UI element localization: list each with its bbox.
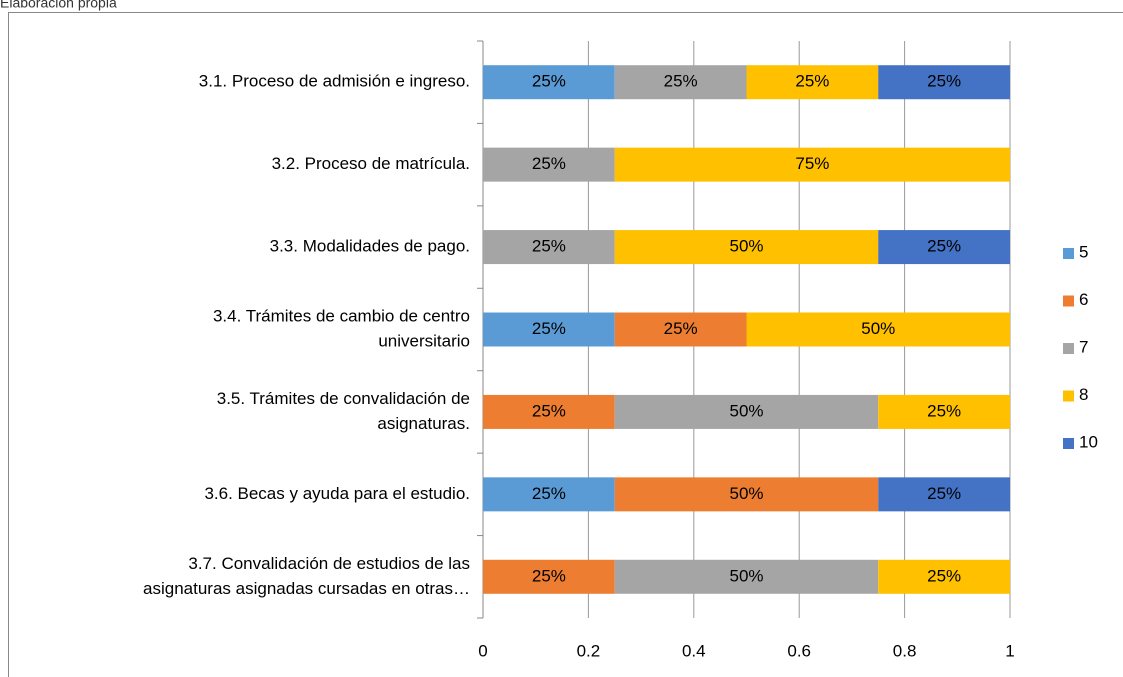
x-tick-label: 0.6: [787, 641, 811, 660]
legend-swatch: [1063, 438, 1074, 449]
bar-segment: [614, 147, 1010, 182]
x-tick-label: 0: [478, 641, 487, 660]
bar-segment: [878, 65, 1010, 100]
data-label: 25%: [532, 319, 566, 338]
data-label: 25%: [532, 154, 566, 173]
data-label: 25%: [927, 72, 961, 91]
y-tick-label: 3.7. Convalidación de estudios de las: [188, 554, 470, 573]
legend-label: 10: [1079, 432, 1098, 451]
data-label: 50%: [729, 484, 763, 503]
data-label: 25%: [532, 72, 566, 91]
bar-segment: [483, 559, 615, 594]
bar-segment: [878, 559, 1010, 594]
data-label: 25%: [532, 566, 566, 585]
bar-segment: [746, 65, 879, 100]
data-label: 25%: [664, 319, 698, 338]
data-label: 25%: [532, 237, 566, 256]
data-label: 25%: [927, 401, 961, 420]
bar-segment: [483, 312, 615, 347]
note: Elaboración propia: [0, 0, 117, 11]
y-tick-label: 3.3. Modalidades de pago.: [270, 237, 470, 256]
x-tick-label: 1: [1005, 641, 1014, 660]
bar-segment: [878, 477, 1010, 512]
bar-segment: [746, 312, 1010, 347]
legend-label: 7: [1079, 337, 1088, 356]
bar-segment: [878, 230, 1010, 265]
x-tick-label: 0.8: [893, 641, 917, 660]
bar-segment: [614, 312, 747, 347]
bar-segment: [614, 394, 879, 429]
data-label: 25%: [532, 401, 566, 420]
data-label: 25%: [927, 484, 961, 503]
data-label: 25%: [532, 484, 566, 503]
bar-segment: [614, 477, 879, 512]
bar-segment: [483, 230, 615, 265]
y-tick-label: asignaturas asignadas cursadas en otras…: [143, 579, 470, 598]
bar-segment: [878, 394, 1010, 429]
legend-label: 5: [1079, 242, 1088, 261]
chart-border: [8, 12, 1123, 677]
legend-label: 8: [1079, 385, 1088, 404]
legend-swatch: [1063, 295, 1074, 307]
data-label: 25%: [664, 72, 698, 91]
legend-swatch: [1063, 248, 1074, 259]
y-tick-label: 3.2. Proceso de matrícula.: [272, 154, 470, 173]
bar-segment: [483, 147, 615, 182]
bar-segment: [483, 65, 615, 100]
bar-segment: [614, 559, 879, 594]
y-tick-label: 3.4. Trámites de cambio de centro: [213, 306, 470, 325]
legend-swatch: [1063, 343, 1074, 354]
y-tick-label: 3.6. Becas y ayuda para el estudio.: [204, 484, 470, 503]
x-tick-label: 0.2: [577, 641, 601, 660]
legend-swatch: [1063, 390, 1074, 402]
data-label: 25%: [795, 72, 829, 91]
y-tick-label: universitario: [378, 331, 470, 350]
data-label: 50%: [729, 566, 763, 585]
bar-segment: [614, 230, 879, 265]
data-label: 25%: [927, 237, 961, 256]
y-tick-label: 3.5. Trámites de convalidación de: [217, 389, 470, 408]
x-tick-label: 0.4: [682, 641, 706, 660]
y-tick-label: 3.1. Proceso de admisión e ingreso.: [199, 72, 470, 91]
bar-segment: [483, 477, 615, 512]
data-label: 25%: [927, 566, 961, 585]
data-label: 50%: [861, 319, 895, 338]
legend-label: 6: [1079, 290, 1088, 309]
bar-segment: [614, 65, 747, 100]
data-label: 50%: [729, 401, 763, 420]
bar-segment: [483, 394, 615, 429]
data-label: 75%: [795, 154, 829, 173]
y-tick-label: asignaturas.: [377, 414, 470, 433]
data-label: 50%: [729, 237, 763, 256]
